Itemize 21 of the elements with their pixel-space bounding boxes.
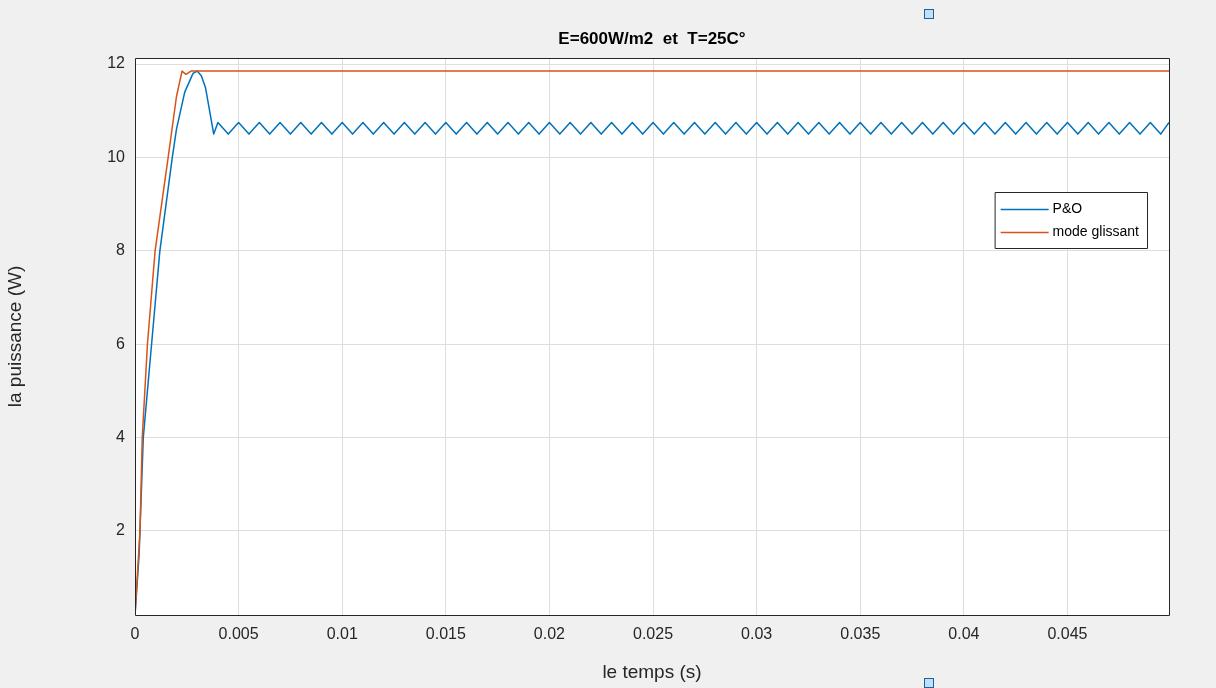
x-tick-label: 0.015	[425, 625, 466, 643]
y-tick-label: 12	[107, 54, 126, 72]
y-tick-label: 10	[107, 147, 126, 165]
y-tick-label: 4	[116, 427, 126, 445]
x-tick-label: 0.03	[741, 625, 773, 643]
y-tick-label: 6	[116, 334, 126, 352]
y-tick-label: 2	[116, 521, 126, 539]
x-tick-label: 0.01	[326, 625, 358, 643]
chart-title: E=600W/m2 et T=25C°	[558, 29, 746, 48]
x-tick-label: 0.045	[1047, 625, 1088, 643]
x-tick-label: 0.02	[533, 625, 566, 643]
x-tick-label: 0.025	[633, 625, 674, 643]
y-axis-title: la puissance (W)	[3, 265, 25, 408]
legend-label: mode glissant	[1052, 223, 1140, 240]
y-tick-label: 8	[116, 241, 126, 259]
x-tick-label: 0.005	[218, 625, 259, 643]
x-tick-label: 0	[130, 625, 140, 643]
legend-label: P&O	[1052, 200, 1083, 217]
x-axis-title: le temps (s)	[602, 660, 702, 682]
x-tick-label: 0.035	[840, 625, 881, 643]
x-tick-label: 0.04	[948, 625, 980, 643]
